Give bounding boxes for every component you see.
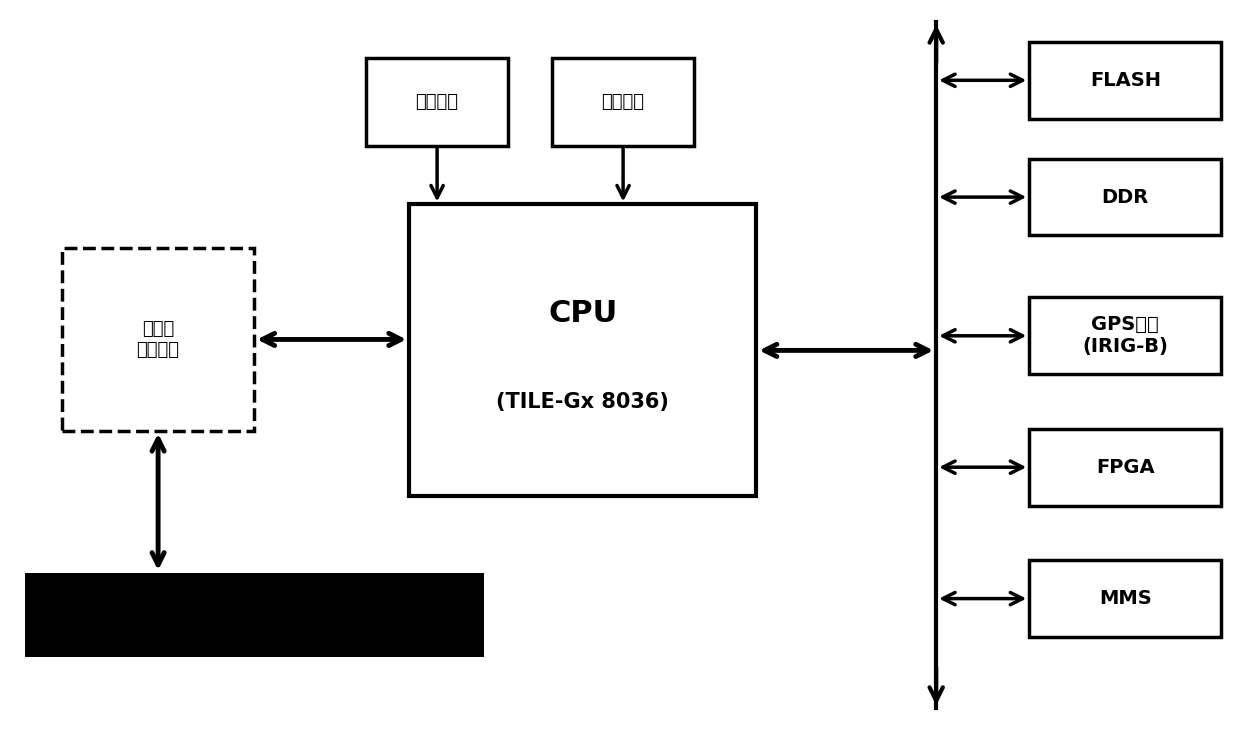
- Bar: [552, 58, 694, 146]
- Text: 电源模块: 电源模块: [601, 93, 645, 111]
- Text: FPGA: FPGA: [1096, 458, 1154, 477]
- Text: GPS解码
(IRIG-B): GPS解码 (IRIG-B): [1083, 315, 1168, 356]
- Text: CPU: CPU: [548, 299, 618, 328]
- Text: 开入模块: 开入模块: [415, 93, 459, 111]
- Bar: [1029, 561, 1221, 637]
- Text: DDR: DDR: [1101, 188, 1149, 207]
- Bar: [1029, 298, 1221, 374]
- Bar: [1029, 429, 1221, 505]
- Text: MMS: MMS: [1099, 589, 1152, 608]
- Text: (TILE-Gx 8036): (TILE-Gx 8036): [496, 391, 670, 412]
- Bar: [366, 58, 508, 146]
- Bar: [62, 248, 254, 431]
- Bar: [409, 204, 756, 496]
- Text: 以太网
交换模块: 以太网 交换模块: [136, 320, 180, 359]
- Bar: [25, 573, 484, 657]
- Bar: [1029, 42, 1221, 118]
- Text: FLASH: FLASH: [1090, 71, 1161, 90]
- Bar: [1029, 158, 1221, 235]
